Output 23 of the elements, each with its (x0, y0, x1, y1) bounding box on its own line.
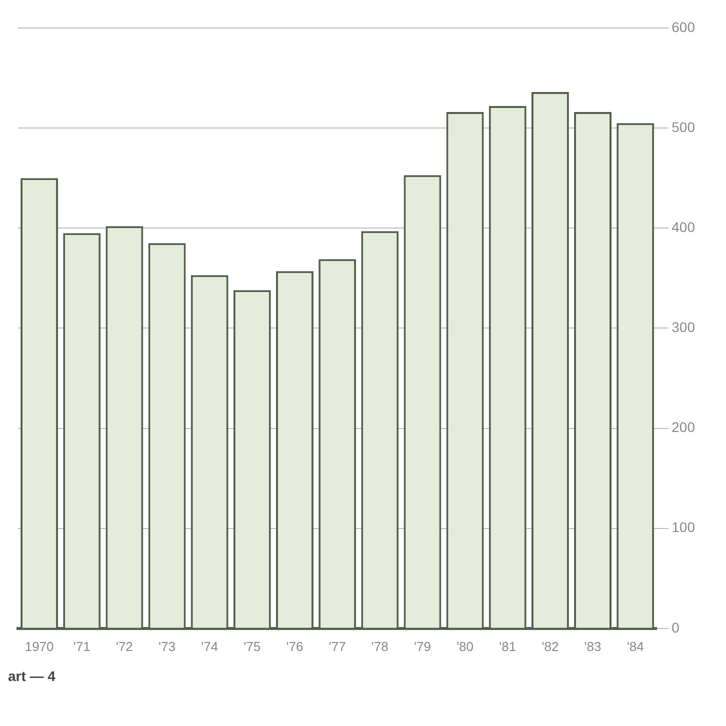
y-tick-label: 300 (672, 319, 696, 336)
y-tick-label: 400 (672, 218, 696, 235)
x-tick-label: '75 (244, 638, 261, 654)
x-tick-label: '73 (158, 638, 176, 654)
text: art — 4 (8, 668, 56, 684)
x-tick-label: '83 (584, 638, 602, 654)
y-tick-label: 200 (672, 419, 696, 436)
x-tick-label: '71 (73, 638, 90, 654)
x-tick-label: '78 (371, 638, 388, 654)
x-tick-label: '74 (201, 638, 218, 654)
x-tick-label: '80 (456, 638, 474, 654)
y-tick-label: 500 (672, 118, 696, 135)
x-tick-label: '72 (116, 638, 133, 654)
y-tick-label: 0 (672, 619, 680, 636)
x-tick-label: '81 (499, 638, 516, 654)
x-tick-label: '82 (542, 638, 559, 654)
y-tick-label: 100 (672, 519, 696, 536)
x-tick-label: 1970 (24, 638, 54, 654)
x-tick-label: '79 (414, 638, 431, 654)
y-tick-label: 600 (672, 18, 696, 35)
x-tick-label: '84 (626, 638, 644, 654)
x-tick-label: '77 (328, 638, 346, 654)
x-tick-label: '76 (286, 638, 304, 654)
